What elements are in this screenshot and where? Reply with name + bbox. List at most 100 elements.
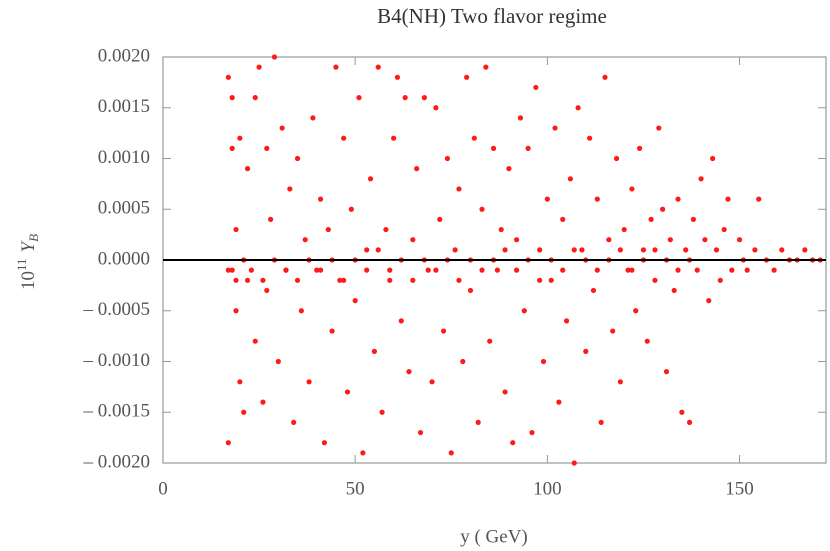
point [533,84,539,91]
point [341,277,347,283]
point [371,348,377,354]
point [594,196,600,202]
point [329,328,335,334]
point [779,247,785,253]
point [621,226,627,233]
point [317,267,324,273]
point [314,267,320,273]
point [544,196,550,202]
point [237,379,243,385]
point [514,237,520,243]
point [713,247,720,253]
point [317,196,324,202]
point [337,277,343,283]
point [233,277,239,283]
point [437,216,443,222]
point [483,64,489,70]
point [771,267,777,273]
point [521,308,527,314]
point [344,389,351,395]
point [494,267,500,273]
point [229,267,235,273]
point [517,115,524,121]
chart-title: B4(NH) Two flavor regime [377,4,607,28]
point [602,74,608,80]
point [529,429,535,436]
point [617,247,623,253]
point [429,379,435,385]
point [387,277,393,283]
y-axis-label: 1011YB [14,234,41,290]
point [325,226,331,233]
point [471,135,477,141]
point [271,54,278,60]
point [440,328,447,334]
point [702,237,708,243]
point [721,226,727,233]
point [644,338,650,344]
point [452,247,458,253]
point [241,409,247,415]
point [560,216,566,222]
point [660,206,666,212]
point [237,135,243,141]
point [675,196,681,202]
point [391,135,397,141]
y-tick-label: 0.0010 [98,147,150,168]
x-tick-label: 150 [725,478,754,499]
point [625,267,631,273]
point [467,287,474,294]
point [587,135,593,141]
point [264,145,270,151]
point [729,267,735,273]
point [375,64,381,70]
point [448,450,454,456]
y-tick-label: – 0.0020 [83,451,151,472]
point [502,247,508,253]
point [294,155,301,162]
x-tick-label: 100 [533,478,562,499]
point [279,125,285,131]
point [683,247,689,253]
point [540,358,547,365]
point [260,399,266,405]
point [629,267,635,273]
point [633,308,639,314]
point [717,277,723,283]
point [583,348,589,354]
point [414,166,420,172]
point [298,308,304,314]
y-tick-label: 0.0000 [98,248,150,269]
point [433,267,439,273]
point [310,115,316,121]
point [552,125,558,131]
point [706,298,712,304]
point [579,247,585,253]
y-tick-label: – 0.0010 [83,350,151,371]
point [571,247,577,253]
point [460,358,466,365]
point [652,277,658,283]
x-axis-label: y ( GeV) [460,526,528,547]
point [456,277,462,283]
point [256,64,262,70]
point [402,95,408,101]
point [710,155,716,162]
point [479,267,485,273]
point [725,196,731,202]
point [225,74,231,80]
y-tick-label: 0.0005 [98,198,150,219]
point [590,287,597,294]
point [548,277,554,283]
point [244,166,251,172]
point [752,247,758,253]
point [667,237,673,243]
point [506,166,512,172]
point [744,267,750,273]
point [364,267,370,273]
point [333,64,339,70]
point [433,105,439,111]
point [425,267,431,273]
point [225,440,231,446]
